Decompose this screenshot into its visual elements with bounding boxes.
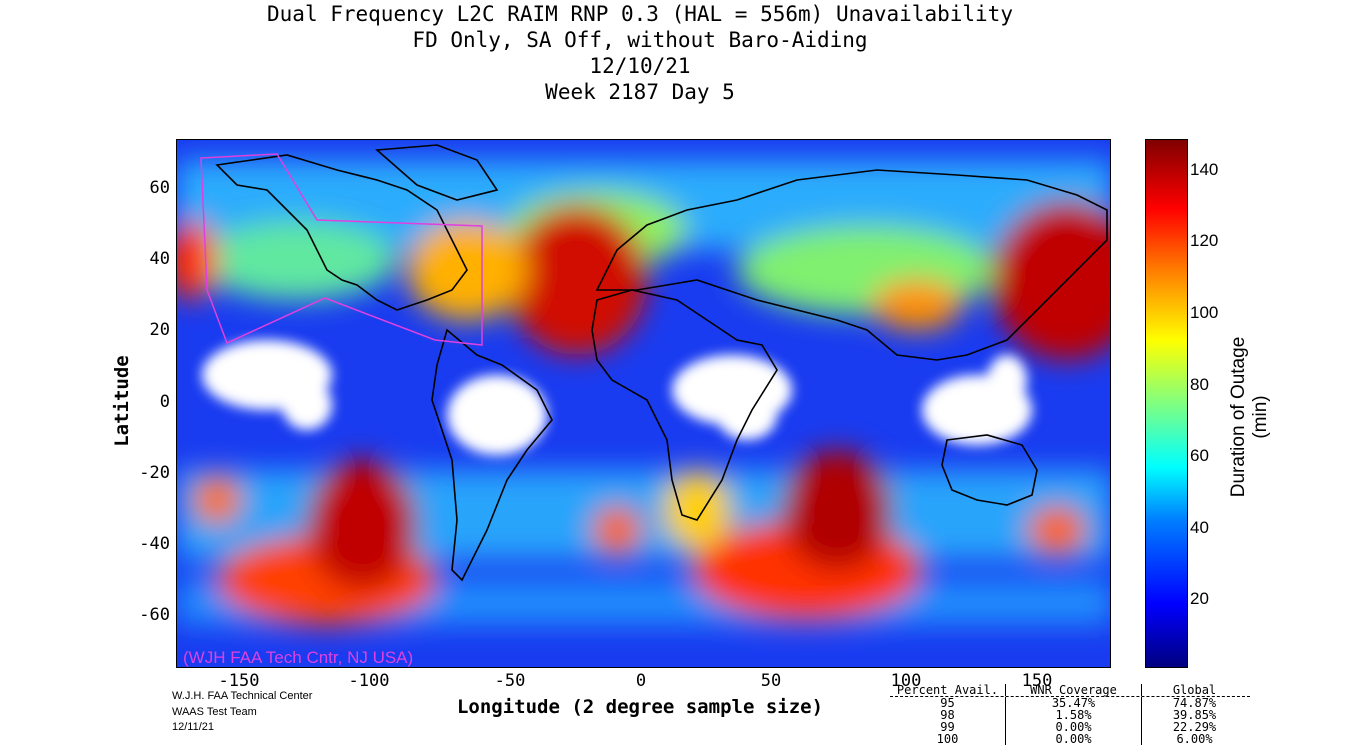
x-tick-label: -150 — [218, 671, 260, 691]
stats-row: 95 35.47% 74.87% — [890, 697, 1250, 709]
stats-cell: 98 — [940, 708, 955, 722]
stats-row: 100 0.00% 6.00% — [890, 733, 1250, 745]
colorbar-tick-label: 80 — [1190, 375, 1209, 394]
x-tick-label: 50 — [760, 671, 782, 691]
stats-cell: 22.29% — [1141, 721, 1247, 733]
faa-watermark: (WJH FAA Tech Cntr, NJ USA) — [183, 648, 414, 667]
credit-line: 12/11/21 — [172, 721, 215, 733]
stats-cell: 99 — [940, 720, 955, 734]
x-tick-label: 100 — [890, 671, 922, 691]
colorbar-tick-label: 40 — [1190, 518, 1209, 537]
x-axis-label: Longitude (2 degree sample size) — [456, 696, 824, 718]
colorbar — [1145, 139, 1188, 668]
colorbar-tick-label: 20 — [1190, 589, 1209, 608]
availability-stats-table: Percent Avail. WNR Coverage Global 95 35… — [890, 684, 1250, 745]
stats-header-cell: Percent Avail. — [896, 683, 999, 697]
colorbar-tick-label: 100 — [1190, 303, 1219, 322]
y-tick-label: -60 — [139, 605, 170, 625]
colorbar-tick-label: 140 — [1190, 160, 1219, 179]
y-tick-label: 40 — [149, 249, 170, 269]
stats-cell: 6.00% — [1141, 733, 1247, 745]
stats-row: 99 0.00% 22.29% — [890, 721, 1250, 733]
y-tick-label: 20 — [149, 320, 170, 340]
colorbar-tick-label: 60 — [1190, 446, 1209, 465]
stats-cell: 100 — [936, 732, 959, 746]
stats-cell: 95 — [940, 696, 955, 710]
x-tick-label: 150 — [1021, 671, 1053, 691]
stats-cell: 74.87% — [1141, 697, 1247, 709]
stats-header-row: Percent Avail. WNR Coverage Global — [890, 684, 1250, 697]
x-tick-label: -50 — [494, 671, 526, 691]
stats-cell: 1.58% — [1005, 709, 1141, 721]
stats-cell: 0.00% — [1005, 721, 1141, 733]
chart-title-line4: Week 2187 Day 5 — [545, 80, 735, 104]
chart-title-line2: FD Only, SA Off, without Baro-Aiding — [412, 28, 868, 52]
chart-title-line3: 12/10/21 — [589, 54, 691, 78]
outage-heatmap — [176, 139, 1111, 668]
no-outage-regions — [202, 340, 1032, 455]
x-tick-label: -100 — [348, 671, 390, 691]
y-tick-label: 60 — [149, 178, 170, 198]
stats-row: 98 1.58% 39.85% — [890, 709, 1250, 721]
colorbar-tick-label: 120 — [1190, 231, 1219, 250]
credit-line: W.J.H. FAA Technical Center — [172, 690, 313, 702]
stats-cell: 39.85% — [1141, 709, 1247, 721]
y-axis-label: Latitude — [111, 355, 133, 447]
stats-cell: 35.47% — [1005, 697, 1141, 709]
x-tick-label: 0 — [635, 671, 647, 691]
faa-region-outline — [200, 153, 483, 346]
heatmap-svg — [177, 140, 1110, 667]
stats-header-cell: Global — [1141, 684, 1247, 696]
credit-line: WAAS Test Team — [172, 706, 257, 718]
stats-header-cell: WNR Coverage — [1005, 684, 1141, 696]
y-tick-label: 0 — [159, 392, 170, 412]
y-tick-label: -20 — [139, 463, 170, 483]
chart-title-line1: Dual Frequency L2C RAIM RNP 0.3 (HAL = 5… — [267, 2, 1013, 26]
stats-cell: 0.00% — [1005, 733, 1141, 745]
colorbar-label: Duration of Outage (min) — [1228, 336, 1271, 498]
coastlines — [215, 144, 1108, 582]
y-tick-label: -40 — [139, 534, 170, 554]
